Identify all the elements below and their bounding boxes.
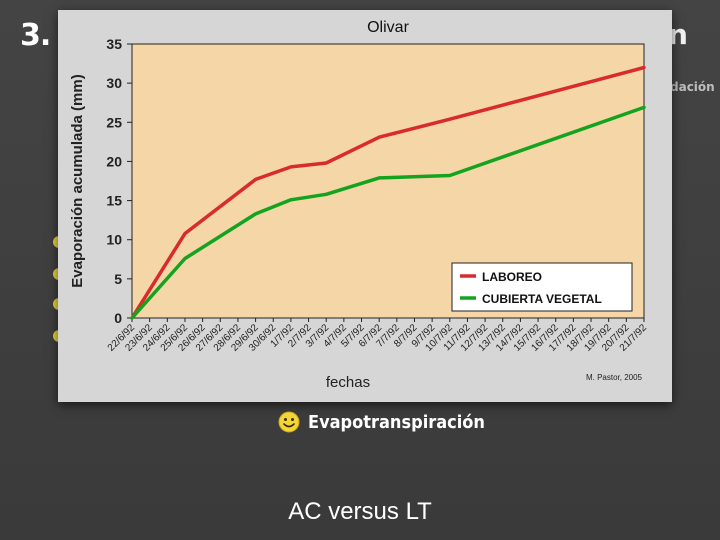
y-tick-label: 35 xyxy=(106,36,122,52)
chart-credit: M. Pastor, 2005 xyxy=(586,373,643,382)
slide-caption: AC versus LT xyxy=(288,498,432,525)
series-line-cubierta-vegetal xyxy=(130,105,646,320)
line-chart: Olivar 0 5 10 15 20 25 30 35 Evaporación acumulad… xyxy=(69,19,649,391)
y-tick-label: 0 xyxy=(114,310,122,326)
slide-subtitle-fragment: dación xyxy=(670,80,715,94)
smiley-icon xyxy=(278,411,300,433)
slide-number: 3. xyxy=(20,18,51,53)
bullet-label: Evapotranspiración xyxy=(308,411,485,433)
y-tick-label: 25 xyxy=(106,114,122,130)
y-axis-label: Evaporación acumulada (mm) xyxy=(69,74,86,287)
y-tick-label: 10 xyxy=(106,232,122,248)
chart-card: Olivar 0 5 10 15 20 25 30 35 Evaporación acumulad… xyxy=(58,10,672,402)
y-tick-label: 5 xyxy=(114,271,122,287)
legend-label: CUBIERTA VEGETAL xyxy=(482,292,602,306)
y-tick-label: 30 xyxy=(106,75,122,91)
chart-title: Olivar xyxy=(367,19,409,36)
x-axis-label: fechas xyxy=(326,374,370,391)
slide-title-fragment: n xyxy=(668,18,688,51)
legend-box xyxy=(451,262,633,312)
y-tick-label: 20 xyxy=(106,153,122,169)
y-tick-label: 15 xyxy=(106,193,122,209)
legend-label: LABOREO xyxy=(482,270,542,284)
series-line-laboreo xyxy=(130,65,646,320)
bullet-evapotranspiracion: Evapotranspiración xyxy=(278,408,485,436)
